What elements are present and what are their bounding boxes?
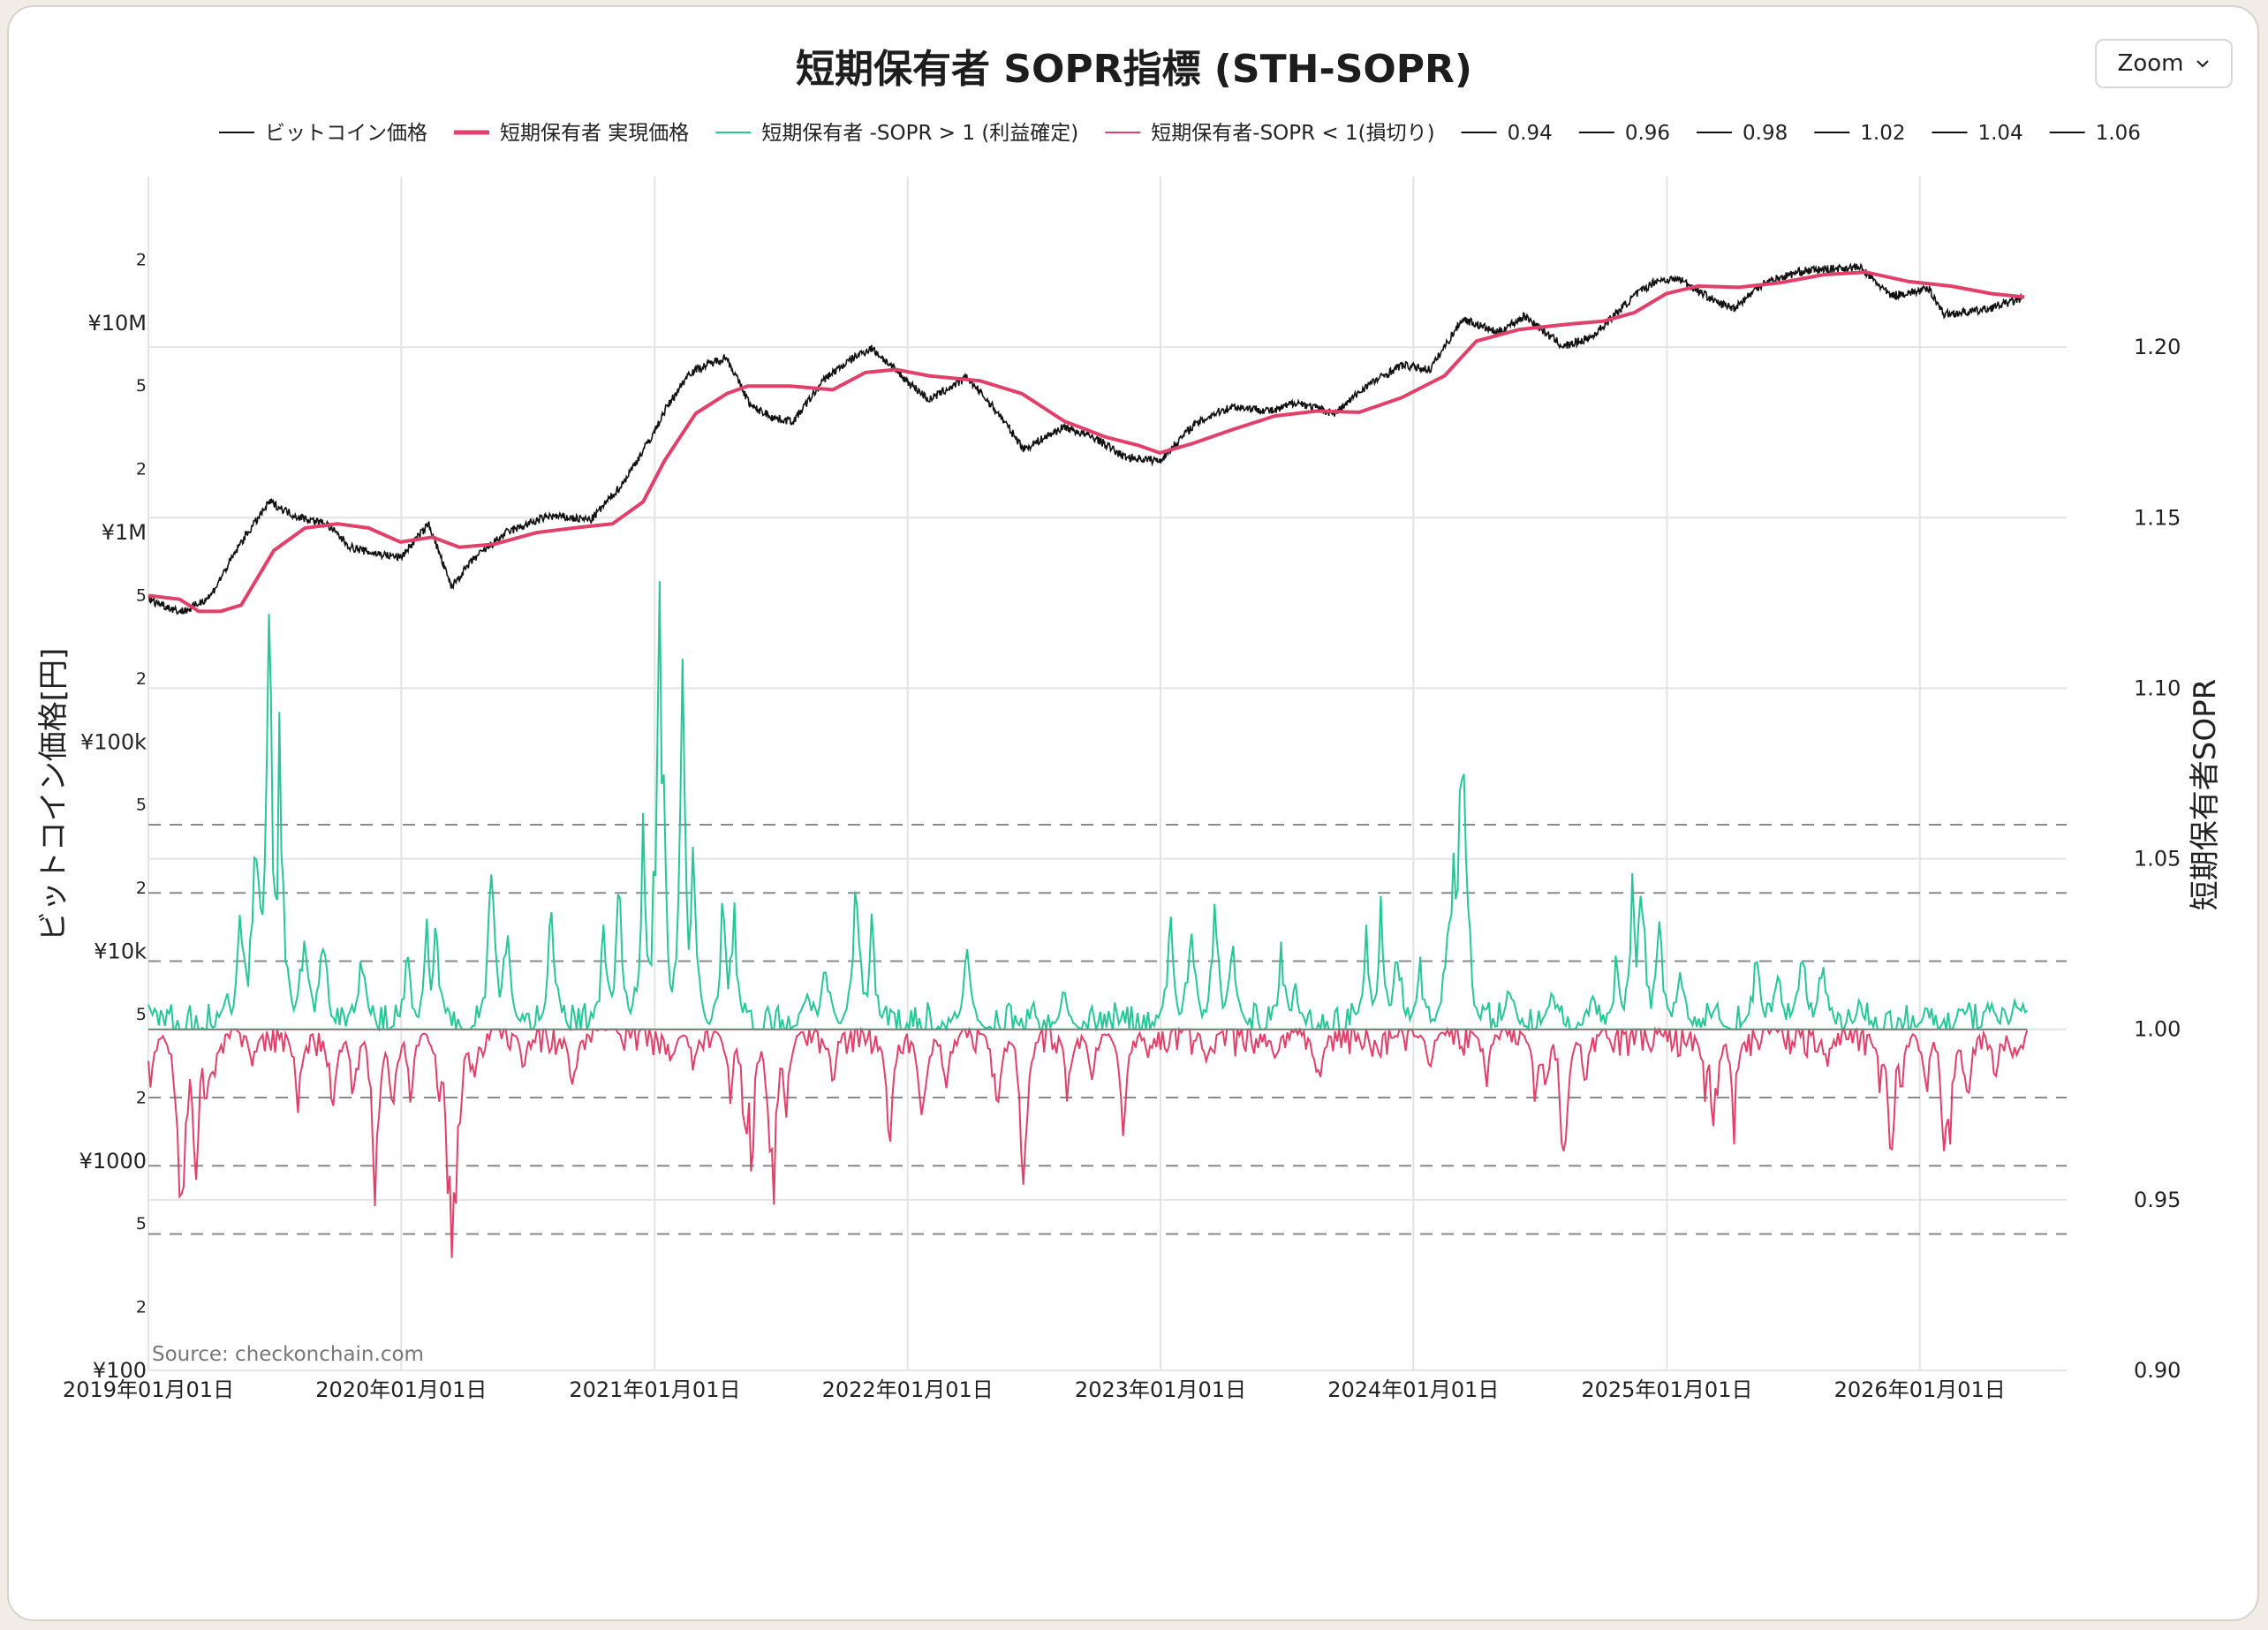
y-right-tick-4: 1.10	[2134, 675, 2181, 700]
chart-title: 短期保有者 SOPR指標 (STH-SOPR)	[795, 47, 1473, 92]
x-tick-5: 2024年01月01日	[1327, 1377, 1499, 1402]
reference-lines	[148, 823, 2067, 1235]
sopr-loss-line	[147, 1026, 2029, 1258]
chevron-down-icon	[2196, 60, 2210, 68]
y-left-tick-3: ¥100k	[80, 729, 147, 754]
source-text: Source: checkonchain.com	[152, 1343, 424, 1366]
sopr-series	[147, 581, 2029, 1258]
y-left-minor-tick-6: 2	[136, 669, 147, 689]
y-left-minor-tick-7: 5	[136, 585, 147, 605]
y-right-tick-0: 0.90	[2134, 1358, 2181, 1383]
legend-label-4: 0.94	[1508, 122, 1553, 145]
y-right-tick-2: 1.00	[2134, 1017, 2181, 1042]
legend-label-9: 1.06	[2096, 122, 2141, 145]
y-left-tick-2: ¥10k	[94, 940, 147, 964]
legend-label-6: 0.98	[1743, 122, 1788, 145]
legend-label-7: 1.02	[1860, 122, 1905, 145]
btc-price-line	[147, 262, 2025, 615]
legend-label-5: 0.96	[1625, 122, 1670, 145]
y-left-minor-tick-10: 2	[136, 250, 147, 269]
legend-label-0: ビットコイン価格	[265, 122, 427, 145]
zoom-label: Zoom	[2117, 50, 2184, 77]
y-axis-left-title: ビットコイン価格[円]	[36, 648, 72, 942]
y-left-tick-0: ¥100	[93, 1358, 147, 1383]
y-left-minor-tick-2: 2	[136, 1088, 147, 1107]
x-tick-4: 2023年01月01日	[1075, 1377, 1246, 1402]
y-axis-right-title: 短期保有者SOPR	[2188, 679, 2223, 910]
y-left-tick-1: ¥1000	[79, 1149, 147, 1173]
legend-label-8: 1.04	[1977, 122, 2022, 145]
price-series	[147, 262, 2025, 615]
zoom-dropdown[interactable]: Zoom	[2095, 39, 2233, 88]
x-tick-3: 2022年01月01日	[822, 1377, 994, 1402]
axes: 2019年01月01日 2020年01月01日 2021年01月01日 2022年01…	[63, 250, 2181, 1402]
y-left-minor-tick-3: 5	[136, 1005, 147, 1024]
legend-label-2: 短期保有者 -SOPR > 1 (利益確定)	[761, 122, 1078, 145]
x-tick-6: 2025年01月01日	[1581, 1377, 1752, 1402]
x-tick-0: 2019年01月01日	[63, 1377, 234, 1402]
y-left-minor-tick-8: 2	[136, 460, 147, 479]
y-left-minor-tick-4: 2	[136, 879, 147, 898]
y-right-tick-6: 1.20	[2134, 335, 2181, 359]
y-left-tick-5: ¥10M	[87, 311, 147, 336]
legend-label-3: 短期保有者-SOPR < 1(損切り)	[1151, 122, 1434, 145]
x-tick-2: 2021年01月01日	[569, 1377, 740, 1402]
x-tick-7: 2026年01月01日	[1834, 1377, 2006, 1402]
y-left-minor-tick-0: 2	[136, 1298, 147, 1317]
y-right-tick-5: 1.15	[2134, 505, 2181, 530]
y-right-tick-1: 0.95	[2134, 1188, 2181, 1212]
y-left-minor-tick-1: 5	[136, 1214, 147, 1234]
legend-label-1: 短期保有者 実現価格	[500, 122, 689, 145]
y-left-minor-tick-9: 5	[136, 376, 147, 396]
y-right-tick-3: 1.05	[2134, 847, 2181, 872]
y-left-minor-tick-5: 5	[136, 796, 147, 815]
x-tick-1: 2020年01月01日	[315, 1377, 487, 1402]
legend: ビットコイン価格 短期保有者 実現価格 短期保有者 -SOPR > 1 (利益確定)…	[219, 122, 2141, 145]
sopr-profit-line	[147, 581, 2028, 1033]
sth-realized-price-line	[147, 270, 2025, 614]
y-left-tick-4: ¥1M	[102, 520, 147, 545]
grid	[147, 177, 2067, 1371]
